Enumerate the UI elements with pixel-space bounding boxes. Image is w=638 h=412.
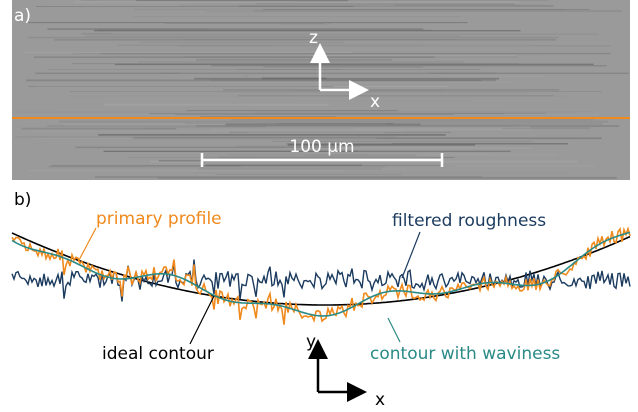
waviness-curve xyxy=(11,231,631,317)
leader-line xyxy=(77,227,97,263)
curve-label: ideal contour xyxy=(102,344,214,364)
leader-line xyxy=(189,295,215,345)
leader-line xyxy=(401,231,421,279)
leader-line xyxy=(387,317,401,343)
curve-label: filtered roughness xyxy=(392,211,546,231)
axis-label: x xyxy=(370,92,380,112)
curve-label: contour with waviness xyxy=(370,344,560,364)
axis-label: x xyxy=(375,390,385,410)
micrograph xyxy=(12,0,630,180)
scale-bar-label: 100 µm xyxy=(289,137,354,157)
panel-label: b) xyxy=(14,190,31,210)
panel-label: a) xyxy=(14,6,31,26)
axis-label: y xyxy=(306,332,316,352)
curve-label: primary profile xyxy=(96,209,222,229)
ideal-contour xyxy=(11,232,631,306)
axis-label: z xyxy=(309,28,318,48)
